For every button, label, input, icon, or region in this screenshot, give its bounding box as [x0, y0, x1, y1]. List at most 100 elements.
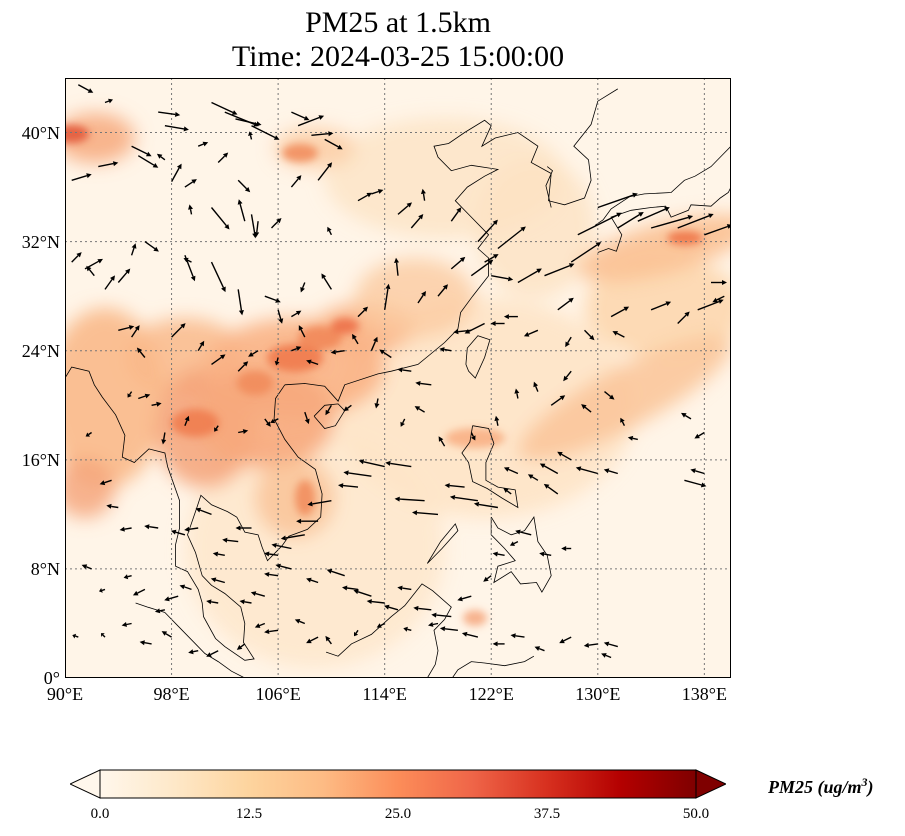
wind-arrow — [251, 125, 280, 140]
wind-arrow — [210, 207, 230, 230]
wind-arrow — [274, 357, 280, 366]
wind-arrow — [264, 572, 279, 577]
wind-arrow — [330, 349, 345, 355]
wind-arrow — [410, 214, 424, 229]
wind-arrow — [291, 310, 302, 318]
wind-arrow — [370, 336, 378, 351]
wind-arrow — [397, 367, 412, 373]
lon-tick-label: 122°E — [468, 684, 514, 704]
wind-arrow — [503, 487, 512, 495]
lat-tick-label: 8°N — [30, 558, 60, 579]
wind-arrow — [137, 155, 159, 168]
wind-arrow — [248, 131, 253, 140]
wind-arrow — [503, 467, 519, 475]
wind-arrow — [343, 470, 372, 477]
wind-arrow — [71, 173, 92, 181]
wind-arrow — [239, 599, 252, 605]
wind-arrow — [290, 175, 302, 188]
wind-arrow — [583, 642, 598, 648]
wind-arrow — [417, 291, 426, 304]
wind-arrow — [324, 138, 343, 150]
colorbar — [70, 769, 726, 799]
wind-arrow — [385, 460, 412, 468]
wind-arrow — [291, 346, 302, 352]
wind-arrow — [184, 526, 199, 532]
gridlines — [65, 78, 731, 678]
colorbar-min-extend — [70, 769, 101, 799]
wind-arrow — [421, 188, 426, 201]
wind-arrow — [184, 415, 190, 426]
wind-arrow — [235, 525, 252, 531]
wind-arrow — [99, 588, 106, 593]
wind-arrow — [291, 111, 310, 121]
wind-arrow — [164, 595, 179, 602]
wind-arrow — [154, 608, 166, 614]
wind-arrow — [650, 301, 672, 311]
wind-arrow — [237, 179, 251, 193]
wind-arrow — [697, 299, 724, 311]
lon-tick-label: 90°E — [46, 684, 84, 704]
wind-arrow — [343, 404, 352, 412]
wind-arrow — [563, 370, 572, 382]
wind-arrow — [184, 179, 197, 188]
wind-arrow — [491, 275, 514, 282]
wind-arrow — [118, 325, 135, 331]
lon-tick-label: 138°E — [681, 684, 727, 704]
wind-arrow — [557, 451, 572, 461]
wind-arrow — [106, 503, 119, 509]
wind-arrow — [280, 534, 305, 541]
wind-arrow — [264, 418, 271, 427]
wind-arrow — [210, 577, 225, 584]
wind-arrow — [151, 401, 162, 407]
wind-arrow — [620, 417, 626, 427]
wind-arrow — [238, 429, 249, 434]
wind-arrow — [264, 295, 281, 303]
wind-arrow — [212, 551, 225, 557]
wind-arrow — [222, 537, 239, 543]
coastline-segment — [451, 655, 535, 678]
wind-arrow — [612, 331, 625, 338]
wind-arrow — [473, 501, 499, 509]
wind-arrow — [457, 595, 472, 602]
wind-arrow — [306, 636, 319, 644]
wind-arrow — [492, 641, 505, 647]
wind-arrow — [104, 275, 115, 290]
wind-arrow — [254, 622, 266, 628]
wind-arrow — [138, 393, 151, 400]
wind-arrow — [539, 463, 559, 475]
wind-arrow — [325, 404, 333, 416]
wind-arrow — [704, 224, 731, 236]
wind-arrow — [575, 466, 598, 475]
wind-arrow — [543, 483, 559, 495]
wind-arrow — [357, 306, 368, 318]
lat-tick-label: 24°N — [21, 340, 60, 361]
wind-arrow — [264, 551, 279, 557]
wind-arrow — [450, 256, 466, 270]
wind-arrow — [534, 646, 545, 652]
wind-arrow — [210, 261, 226, 293]
wind-arrow — [449, 495, 478, 502]
wind-arrow — [497, 226, 526, 250]
wind-arrow — [677, 311, 690, 324]
wind-arrow — [561, 546, 572, 551]
wind-arrow — [297, 115, 325, 127]
wind-arrow — [412, 510, 439, 516]
wind-arrow — [403, 626, 412, 632]
wind-arrow — [477, 219, 498, 243]
wind-arrow — [264, 629, 279, 634]
wind-arrow — [183, 257, 192, 263]
wind-arrow — [539, 551, 552, 557]
wind-arrow — [304, 411, 310, 425]
wind-arrow — [85, 431, 92, 437]
wind-arrow — [156, 153, 166, 161]
wind-arrow — [248, 350, 259, 357]
wind-arrow — [188, 649, 199, 655]
wind-arrow — [444, 483, 465, 489]
wind-arrow — [136, 347, 146, 358]
coastline-segment — [426, 523, 459, 564]
wind-arrow — [394, 257, 399, 276]
wind-arrow — [681, 412, 692, 420]
wind-arrow — [300, 282, 306, 293]
wind-arrow — [557, 297, 574, 311]
colorbar-label-text: PM25 (ug/m — [768, 777, 862, 797]
